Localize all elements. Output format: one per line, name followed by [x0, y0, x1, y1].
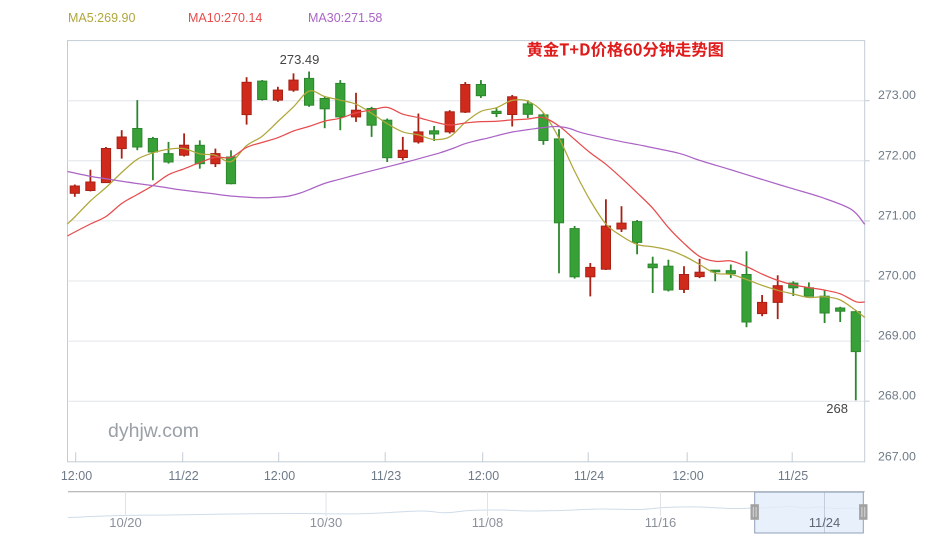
- svg-text:MA10:270.14: MA10:270.14: [188, 11, 262, 25]
- svg-text:12:00: 12:00: [672, 469, 703, 483]
- svg-text:11/24: 11/24: [809, 515, 841, 530]
- svg-text:11/24: 11/24: [574, 469, 604, 483]
- svg-text:10/30: 10/30: [310, 515, 343, 530]
- svg-text:268: 268: [826, 401, 848, 416]
- svg-text:272.00: 272.00: [878, 148, 916, 162]
- svg-text:271.00: 271.00: [878, 208, 916, 222]
- svg-text:MA30:271.58: MA30:271.58: [308, 11, 382, 25]
- svg-text:10/20: 10/20: [109, 515, 142, 530]
- svg-text:11/16: 11/16: [645, 515, 677, 530]
- svg-text:dyhjw.com: dyhjw.com: [108, 420, 199, 442]
- svg-text:273.49: 273.49: [280, 52, 320, 67]
- svg-text:12:00: 12:00: [61, 469, 92, 483]
- svg-text:273.00: 273.00: [878, 88, 916, 102]
- svg-text:MA5:269.90: MA5:269.90: [68, 11, 135, 25]
- svg-text:11/23: 11/23: [371, 469, 401, 483]
- svg-text:12:00: 12:00: [264, 469, 295, 483]
- svg-text:12:00: 12:00: [468, 469, 499, 483]
- svg-text:11/25: 11/25: [778, 469, 808, 483]
- svg-text:268.00: 268.00: [878, 389, 916, 403]
- svg-text:11/08: 11/08: [472, 515, 504, 530]
- svg-text:270.00: 270.00: [878, 269, 916, 283]
- svg-text:267.00: 267.00: [878, 449, 916, 463]
- svg-text:11/22: 11/22: [168, 469, 198, 483]
- svg-text:269.00: 269.00: [878, 329, 916, 343]
